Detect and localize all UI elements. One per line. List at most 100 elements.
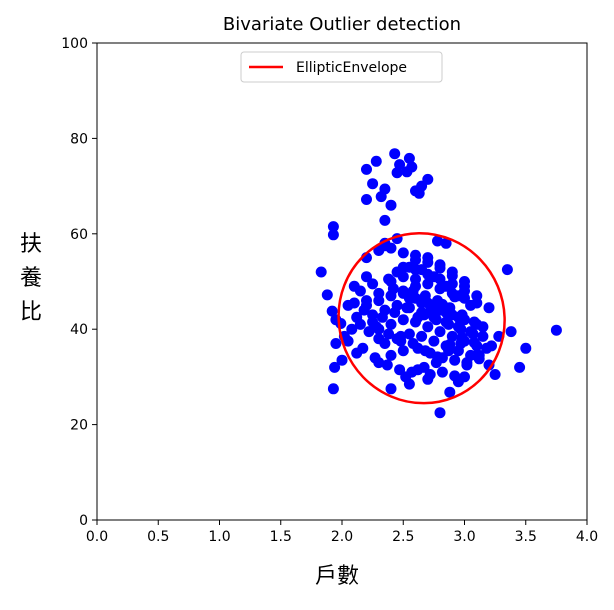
scatter-point (329, 361, 341, 373)
scatter-point (424, 305, 436, 317)
scatter-point (410, 273, 421, 285)
x-tick-label: 3.5 (515, 529, 537, 545)
scatter-point (379, 214, 391, 226)
x-tick-label: 0.5 (147, 529, 169, 545)
scatter-point (446, 270, 458, 282)
scatter-point (373, 287, 385, 299)
x-axis-ticks: 0.0 0.5 1.0 1.5 2.0 2.5 3.0 3.5 4.0 (86, 520, 598, 545)
scatter-point (391, 266, 403, 278)
scatter-point (432, 351, 443, 363)
scatter-point (483, 302, 495, 314)
legend-box (240, 51, 443, 83)
x-tick-label: 3.0 (453, 529, 475, 545)
y-tick-label: 80 (70, 131, 88, 147)
scatter-point (422, 321, 434, 333)
scatter-point (403, 328, 415, 340)
x-tick-label: 1.5 (270, 529, 292, 545)
y-tick-label: 40 (70, 322, 88, 338)
scatter-point (416, 264, 428, 276)
scatter-point (397, 345, 409, 357)
scatter-point (327, 229, 339, 241)
scatter-point (367, 278, 379, 290)
scatter-point (477, 330, 489, 342)
scatter-point (363, 326, 375, 338)
scatter-point (367, 178, 379, 190)
scatter-point (397, 314, 409, 326)
scatter-point (436, 298, 448, 310)
y-tick-label: 20 (70, 418, 88, 434)
scatter-point (361, 163, 372, 175)
elliptic-envelope-curve (337, 231, 506, 405)
scatter-point (481, 342, 493, 354)
scatter-point (391, 167, 403, 179)
scatter-point (412, 311, 424, 323)
scatter-point (422, 173, 434, 185)
scatter-point (456, 332, 468, 344)
scatter-point (375, 191, 387, 203)
scatter-point (501, 264, 513, 276)
scatter-point (385, 383, 397, 395)
legend: EllipticEnvelope (240, 51, 443, 83)
scatter-point (514, 361, 526, 373)
scatter-point (416, 297, 428, 309)
scatter-point (434, 407, 446, 419)
scatter-point (315, 266, 327, 278)
scatter-point (419, 345, 431, 357)
x-tick-label: 2.5 (392, 529, 414, 545)
scatter-point (403, 292, 415, 304)
scatter-point (336, 354, 348, 366)
scatter-point (351, 311, 363, 323)
scatter-point (327, 383, 339, 395)
scatter-point (434, 326, 446, 338)
scatter-point (489, 369, 501, 380)
scatter-point (424, 369, 436, 380)
scatter-point (452, 311, 464, 323)
scatter-point (394, 364, 406, 376)
scatter-point (326, 305, 338, 317)
scatter-point (370, 155, 382, 167)
scatter-point (459, 280, 470, 292)
scatter-point (505, 326, 517, 338)
scatter-point (455, 323, 467, 335)
scatter-point (383, 328, 395, 340)
scatter-point (373, 245, 385, 256)
scatter-point (422, 278, 434, 290)
scatter-point (387, 283, 399, 295)
scatter-point (385, 349, 397, 361)
scatter-point (346, 323, 358, 335)
scatter-point (461, 359, 473, 371)
scatter-point (473, 353, 485, 365)
chart-title: Bivariate Outlier detection (223, 14, 461, 35)
scatter-point (471, 290, 483, 302)
scatter-point (369, 352, 381, 364)
scatter-point (468, 316, 480, 328)
x-tick-label: 2.0 (331, 529, 353, 545)
scatter-point (367, 316, 379, 328)
scatter-point (361, 271, 372, 283)
scatter-point (449, 370, 461, 382)
scatter-point (376, 311, 388, 323)
envelope-layer (337, 231, 506, 405)
scatter-point (428, 271, 440, 283)
scatter-point (403, 152, 415, 164)
y-axis-label-text: 扶養比 (20, 232, 42, 325)
x-tick-label: 1.0 (208, 529, 230, 545)
scatter-point (407, 338, 419, 349)
scatter-point (412, 364, 424, 376)
scatter-point (449, 354, 461, 366)
scatter-point (440, 237, 452, 249)
y-tick-label: 60 (70, 227, 88, 243)
scatter-points (315, 148, 562, 419)
scatter-point (413, 187, 425, 199)
scatter-point (434, 262, 446, 274)
scatter-point (357, 342, 369, 354)
scatter-point (428, 335, 440, 347)
scatter-point (477, 321, 489, 333)
scatter-point (400, 371, 412, 383)
scatter-point (383, 273, 395, 285)
scatter-point (422, 256, 434, 268)
scatter-point (354, 285, 366, 297)
scatter-point (389, 307, 401, 318)
scatter-point (444, 386, 456, 398)
